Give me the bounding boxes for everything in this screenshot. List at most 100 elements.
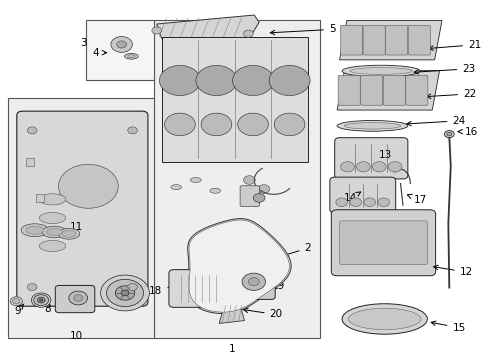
Ellipse shape: [124, 53, 138, 59]
FancyBboxPatch shape: [334, 138, 407, 179]
Circle shape: [248, 278, 259, 286]
Text: 14: 14: [344, 192, 360, 203]
Circle shape: [274, 113, 305, 136]
FancyBboxPatch shape: [339, 221, 427, 265]
Polygon shape: [189, 220, 289, 312]
Ellipse shape: [26, 226, 43, 234]
Circle shape: [31, 293, 51, 307]
Text: 2: 2: [258, 243, 310, 264]
FancyBboxPatch shape: [363, 25, 385, 55]
Circle shape: [201, 113, 231, 136]
FancyBboxPatch shape: [405, 76, 427, 105]
Text: 10: 10: [70, 331, 82, 341]
Polygon shape: [219, 303, 244, 323]
Text: 13: 13: [379, 150, 392, 160]
Ellipse shape: [10, 297, 22, 306]
Bar: [8, 98, 154, 338]
Circle shape: [69, 291, 87, 305]
Circle shape: [152, 27, 161, 34]
Text: 16: 16: [457, 127, 477, 136]
Bar: [36, 194, 43, 202]
Text: 19: 19: [253, 280, 285, 291]
Circle shape: [196, 66, 237, 95]
Bar: [86, 21, 154, 80]
Ellipse shape: [127, 55, 135, 58]
Circle shape: [243, 30, 253, 37]
Text: 8: 8: [44, 301, 51, 314]
Circle shape: [268, 66, 309, 95]
Ellipse shape: [13, 298, 20, 304]
Circle shape: [363, 198, 375, 207]
Polygon shape: [157, 15, 259, 39]
Polygon shape: [336, 71, 439, 110]
FancyBboxPatch shape: [17, 111, 148, 306]
Circle shape: [59, 165, 118, 208]
FancyBboxPatch shape: [168, 270, 227, 307]
Circle shape: [159, 66, 200, 95]
Circle shape: [242, 273, 265, 291]
Ellipse shape: [39, 240, 65, 252]
Circle shape: [335, 198, 347, 207]
Ellipse shape: [349, 68, 411, 75]
Bar: [161, 37, 307, 162]
Ellipse shape: [344, 123, 400, 129]
Text: 21: 21: [428, 40, 480, 50]
FancyBboxPatch shape: [360, 76, 382, 105]
Ellipse shape: [21, 224, 48, 237]
Ellipse shape: [341, 304, 427, 334]
Text: 22: 22: [426, 89, 475, 99]
Circle shape: [127, 127, 137, 134]
Circle shape: [74, 295, 82, 301]
FancyBboxPatch shape: [340, 25, 362, 55]
Text: 6: 6: [119, 293, 138, 304]
Text: 17: 17: [407, 194, 426, 205]
Ellipse shape: [190, 177, 201, 183]
Circle shape: [27, 283, 37, 291]
Circle shape: [340, 162, 354, 172]
Circle shape: [349, 198, 361, 207]
Circle shape: [164, 113, 195, 136]
Circle shape: [243, 176, 255, 184]
Circle shape: [101, 275, 149, 311]
Ellipse shape: [348, 308, 420, 330]
Circle shape: [237, 113, 268, 136]
Ellipse shape: [209, 188, 220, 193]
Text: 15: 15: [430, 321, 465, 333]
FancyBboxPatch shape: [329, 177, 395, 213]
Circle shape: [371, 162, 386, 172]
Circle shape: [356, 162, 369, 172]
Circle shape: [111, 37, 132, 52]
Ellipse shape: [39, 194, 65, 205]
FancyBboxPatch shape: [383, 76, 405, 105]
Ellipse shape: [42, 226, 66, 238]
FancyBboxPatch shape: [223, 267, 275, 300]
Circle shape: [377, 198, 389, 207]
FancyBboxPatch shape: [385, 25, 407, 55]
Text: 5: 5: [270, 24, 335, 35]
Circle shape: [387, 162, 401, 172]
FancyBboxPatch shape: [330, 210, 435, 276]
Circle shape: [446, 132, 451, 136]
FancyBboxPatch shape: [55, 285, 95, 313]
Circle shape: [127, 283, 137, 291]
FancyBboxPatch shape: [407, 25, 429, 55]
Bar: [26, 158, 34, 166]
FancyBboxPatch shape: [337, 76, 360, 105]
Circle shape: [40, 299, 42, 301]
Text: 9: 9: [15, 304, 24, 316]
Ellipse shape: [46, 228, 62, 236]
Circle shape: [34, 295, 48, 306]
Circle shape: [253, 194, 264, 202]
Text: 23: 23: [413, 64, 474, 74]
Circle shape: [115, 286, 135, 300]
Text: 3: 3: [80, 38, 87, 48]
Circle shape: [37, 297, 45, 303]
Text: 4: 4: [92, 48, 106, 58]
Circle shape: [258, 185, 269, 193]
Circle shape: [444, 131, 453, 138]
Ellipse shape: [58, 228, 80, 239]
Text: 18: 18: [149, 284, 176, 296]
Circle shape: [27, 127, 37, 134]
Circle shape: [106, 279, 143, 307]
Ellipse shape: [39, 212, 65, 224]
